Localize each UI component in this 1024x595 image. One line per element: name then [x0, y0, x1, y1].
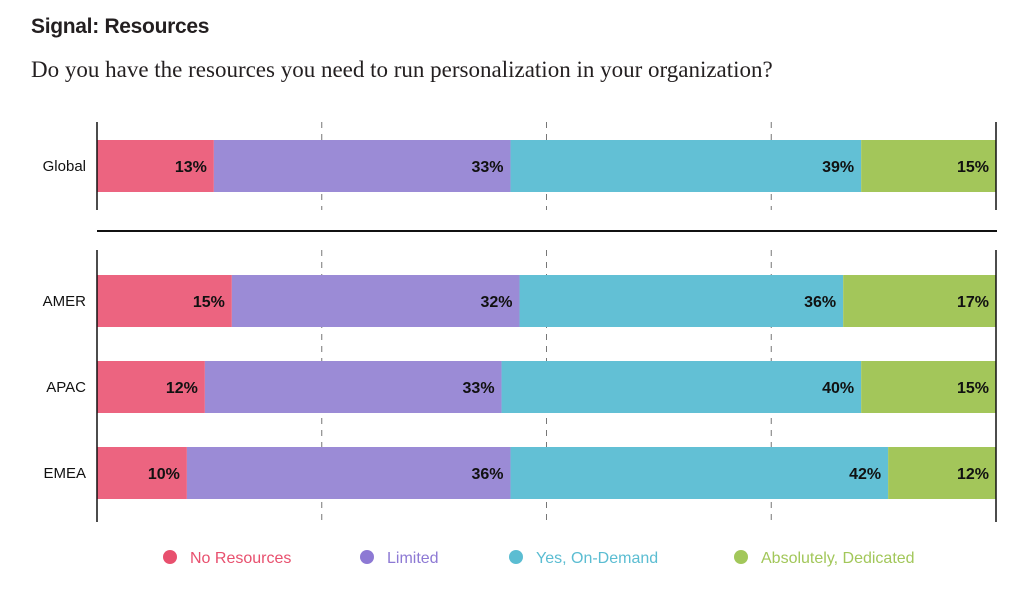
- legend-label: Limited: [387, 550, 439, 567]
- bar-segment: [843, 275, 996, 327]
- bar-segment: [213, 140, 511, 192]
- bar-segment: [519, 275, 844, 327]
- data-label: 42%: [849, 466, 881, 483]
- data-label: 12%: [957, 466, 989, 483]
- data-label: 12%: [166, 380, 198, 397]
- data-label: 17%: [957, 294, 989, 311]
- bar-segment: [501, 361, 862, 413]
- data-label: 40%: [822, 380, 854, 397]
- data-label: 15%: [957, 159, 989, 176]
- bar-segment: [861, 361, 996, 413]
- bar-segment: [97, 447, 187, 499]
- category-label: APAC: [46, 379, 86, 396]
- legend-swatch: [734, 550, 748, 564]
- legend-swatch: [360, 550, 374, 564]
- data-label: 13%: [175, 159, 207, 176]
- legend-swatch: [163, 550, 177, 564]
- chart-subtitle: Do you have the resources you need to ru…: [31, 57, 773, 82]
- legend-label: Absolutely, Dedicated: [761, 550, 915, 567]
- bar-segment: [97, 361, 205, 413]
- data-label: 36%: [804, 294, 836, 311]
- data-label: 15%: [957, 380, 989, 397]
- legend-swatch: [509, 550, 523, 564]
- data-label: 15%: [193, 294, 225, 311]
- bar-segment: [861, 140, 996, 192]
- data-label: 32%: [480, 294, 512, 311]
- data-label: 39%: [822, 159, 854, 176]
- category-label: EMEA: [43, 465, 86, 482]
- bar-segment: [510, 447, 889, 499]
- legend-label: Yes, On-Demand: [536, 550, 658, 567]
- data-label: 36%: [472, 466, 504, 483]
- bar-segment: [186, 447, 511, 499]
- bar-segment: [204, 361, 502, 413]
- data-label: 33%: [463, 380, 495, 397]
- chart-title: Signal: Resources: [31, 15, 210, 38]
- bar-segment: [97, 275, 232, 327]
- bar-segment: [510, 140, 862, 192]
- data-label: 10%: [148, 466, 180, 483]
- bar-segment: [231, 275, 520, 327]
- category-label: Global: [43, 158, 86, 175]
- bar-segment: [97, 140, 214, 192]
- category-label: AMER: [43, 293, 87, 310]
- legend-label: No Resources: [190, 550, 291, 567]
- bar-segment: [888, 447, 996, 499]
- data-label: 33%: [472, 159, 504, 176]
